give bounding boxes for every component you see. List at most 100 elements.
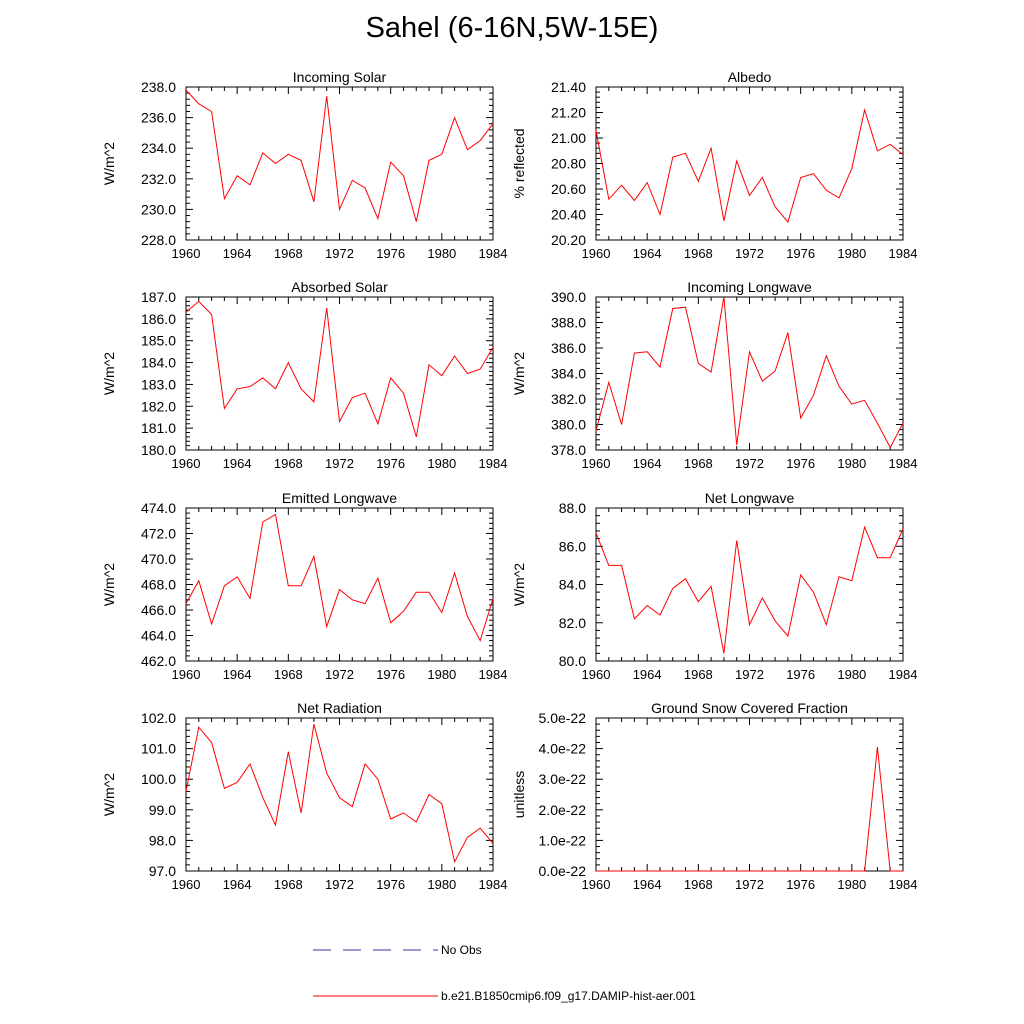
y-tick-label: 21.00 xyxy=(551,130,586,146)
y-tick-label: 1.0e-22 xyxy=(539,832,587,848)
y-tick-label: 380.0 xyxy=(551,417,586,433)
x-tick-label: 1972 xyxy=(735,456,764,471)
y-tick-label: 238.0 xyxy=(141,79,176,95)
x-tick-label: 1980 xyxy=(837,246,866,261)
y-tick-label: 20.60 xyxy=(551,181,586,197)
plot-frame xyxy=(595,507,904,662)
y-tick-label: 102.0 xyxy=(141,710,176,726)
y-tick-label: 184.0 xyxy=(141,355,176,371)
y-tick-label: 236.0 xyxy=(141,110,176,126)
y-tick-label: 386.0 xyxy=(551,340,586,356)
x-tick-label: 1980 xyxy=(427,246,456,261)
plot-frame xyxy=(185,296,494,451)
y-tick-label: 20.20 xyxy=(551,232,586,248)
y-tick-label: 82.0 xyxy=(559,615,586,631)
legend-label: No Obs xyxy=(441,943,482,957)
x-tick-label: 1968 xyxy=(274,456,303,471)
x-tick-label: 1980 xyxy=(837,667,866,682)
panel-title: Emitted Longwave xyxy=(282,490,397,506)
y-axis-label: W/m^2 xyxy=(511,563,527,606)
series-line xyxy=(185,300,494,438)
y-tick-label: 4.0e-22 xyxy=(539,741,587,757)
y-tick-label: 180.0 xyxy=(141,442,176,458)
panel-title: Net Longwave xyxy=(705,490,795,506)
y-tick-label: 186.0 xyxy=(141,311,176,327)
panel-title: Ground Snow Covered Fraction xyxy=(651,700,848,716)
y-tick-label: 20.40 xyxy=(551,207,586,223)
y-tick-label: 464.0 xyxy=(141,628,176,644)
panel-6: Net Longwave W/m^2 1960 1964 1968 1972 1976 198… xyxy=(511,490,917,682)
y-tick-label: 382.0 xyxy=(551,391,586,407)
panel-8: Ground Snow Covered Fraction unitless 1960… xyxy=(511,700,917,892)
panel-7: Net Radiation W/m^2 1960 1964 1968 1972 1976 19… xyxy=(101,700,507,892)
x-tick-label: 1976 xyxy=(376,246,405,261)
x-tick-label: 1984 xyxy=(889,456,918,471)
plot-frame xyxy=(185,507,494,662)
x-tick-label: 1972 xyxy=(325,667,354,682)
series-line xyxy=(185,513,494,642)
y-axis-label: W/m^2 xyxy=(101,352,117,395)
x-tick-label: 1964 xyxy=(223,246,252,261)
x-tick-label: 1960 xyxy=(172,877,201,892)
series-line xyxy=(595,296,904,449)
x-tick-label: 1984 xyxy=(479,667,508,682)
y-tick-label: 99.0 xyxy=(149,802,176,818)
x-tick-label: 1964 xyxy=(223,877,252,892)
panel-1: Incoming Solar W/m^2 1960 1964 1968 1972 1976 1… xyxy=(101,69,507,261)
x-tick-label: 1976 xyxy=(786,667,815,682)
panel-title: Absorbed Solar xyxy=(291,279,388,295)
y-tick-label: 2.0e-22 xyxy=(539,802,587,818)
x-tick-label: 1980 xyxy=(427,456,456,471)
plot-frame xyxy=(185,86,494,241)
x-tick-label: 1960 xyxy=(582,456,611,471)
series-line xyxy=(596,747,903,872)
x-tick-label: 1968 xyxy=(684,456,713,471)
x-tick-label: 1968 xyxy=(684,246,713,261)
x-tick-label: 1960 xyxy=(582,877,611,892)
y-tick-label: 185.0 xyxy=(141,333,176,349)
x-tick-label: 1980 xyxy=(427,667,456,682)
x-tick-label: 1976 xyxy=(376,667,405,682)
y-tick-label: 474.0 xyxy=(141,500,176,516)
panel-4: Incoming Longwave W/m^2 1960 1964 1968 1972 19… xyxy=(511,279,917,471)
x-tick-label: 1972 xyxy=(735,246,764,261)
x-tick-label: 1980 xyxy=(427,877,456,892)
y-tick-label: 183.0 xyxy=(141,376,176,392)
x-tick-label: 1984 xyxy=(889,877,918,892)
y-axis-label: W/m^2 xyxy=(101,563,117,606)
y-tick-label: 228.0 xyxy=(141,232,176,248)
x-tick-label: 1976 xyxy=(786,456,815,471)
y-tick-label: 101.0 xyxy=(141,741,176,757)
x-tick-label: 1968 xyxy=(274,246,303,261)
plot-frame xyxy=(595,86,904,241)
y-tick-label: 232.0 xyxy=(141,171,176,187)
y-axis-label: W/m^2 xyxy=(101,142,117,185)
x-tick-label: 1976 xyxy=(376,877,405,892)
y-tick-label: 472.0 xyxy=(141,526,176,542)
y-tick-label: 230.0 xyxy=(141,201,176,217)
x-tick-label: 1972 xyxy=(325,877,354,892)
y-tick-label: 182.0 xyxy=(141,398,176,414)
x-tick-label: 1960 xyxy=(172,456,201,471)
x-tick-label: 1964 xyxy=(223,667,252,682)
y-tick-label: 97.0 xyxy=(149,863,176,879)
x-tick-label: 1984 xyxy=(479,246,508,261)
x-tick-label: 1972 xyxy=(325,456,354,471)
legend: No Obs b.e21.B1850cmip6.f09_g17.DAMIP-his… xyxy=(313,943,696,1003)
y-tick-label: 187.0 xyxy=(141,289,176,305)
y-tick-label: 390.0 xyxy=(551,289,586,305)
x-tick-label: 1984 xyxy=(889,667,918,682)
y-tick-label: 86.0 xyxy=(559,538,586,554)
y-tick-label: 20.80 xyxy=(551,156,586,172)
y-tick-label: 462.0 xyxy=(141,653,176,669)
y-axis-label: unitless xyxy=(511,771,527,818)
panel-title: Incoming Solar xyxy=(293,69,387,85)
figure-title: Sahel (6-16N,5W-15E) xyxy=(365,12,659,44)
panel-3: Absorbed Solar W/m^2 1960 1964 1968 1972 1976 1… xyxy=(101,279,507,471)
y-tick-label: 88.0 xyxy=(559,500,586,516)
panel-title: Net Radiation xyxy=(297,700,382,716)
x-tick-label: 1968 xyxy=(684,877,713,892)
x-tick-label: 1968 xyxy=(684,667,713,682)
x-tick-label: 1964 xyxy=(223,456,252,471)
